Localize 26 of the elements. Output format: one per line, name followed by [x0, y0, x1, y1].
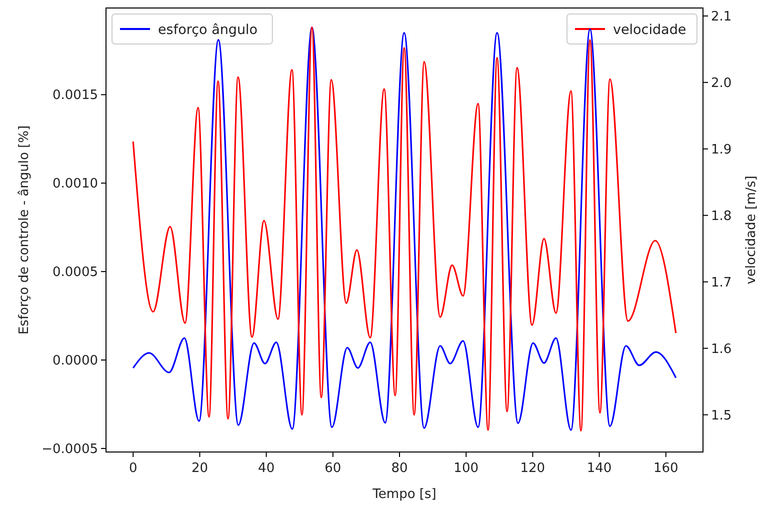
x-tick-label: 60	[324, 461, 342, 476]
y2-tick-label: 1.8	[711, 208, 732, 224]
x-tick-label: 100	[454, 461, 479, 476]
x-tick-label: 0	[128, 461, 138, 476]
y2-tick-label: 1.9	[711, 142, 732, 158]
y-tick-label: 0.0005	[52, 265, 98, 280]
y2-axis-title: velocidade [m/s]	[744, 176, 759, 284]
y-tick-label: 0.0015	[52, 88, 98, 104]
legend-label: velocidade	[613, 22, 686, 38]
x-tick-label: 120	[520, 461, 546, 476]
y-tick-label: −0.0005	[42, 442, 98, 457]
x-tick-label: 80	[391, 461, 408, 476]
y-axis-title: Esforço de controle - ângulo [%]	[17, 125, 32, 335]
y2-tick-label: 1.7	[711, 275, 732, 290]
y-tick-label: 0.0010	[52, 176, 98, 192]
y-tick-label: 0.0000	[52, 354, 98, 369]
y2-tick-label: 2.0	[711, 76, 732, 91]
y2-tick-label: 1.6	[711, 342, 732, 357]
legend-label: esforço ângulo	[158, 22, 258, 38]
x-tick-label: 40	[258, 461, 275, 476]
x-tick-label: 20	[191, 461, 208, 476]
x-tick-label: 140	[586, 461, 612, 476]
x-tick-label: 160	[653, 461, 678, 476]
y2-tick-label: 1.5	[711, 408, 732, 424]
x-axis-title: Tempo [s]	[372, 487, 436, 502]
y2-tick-label: 2.1	[711, 9, 732, 24]
